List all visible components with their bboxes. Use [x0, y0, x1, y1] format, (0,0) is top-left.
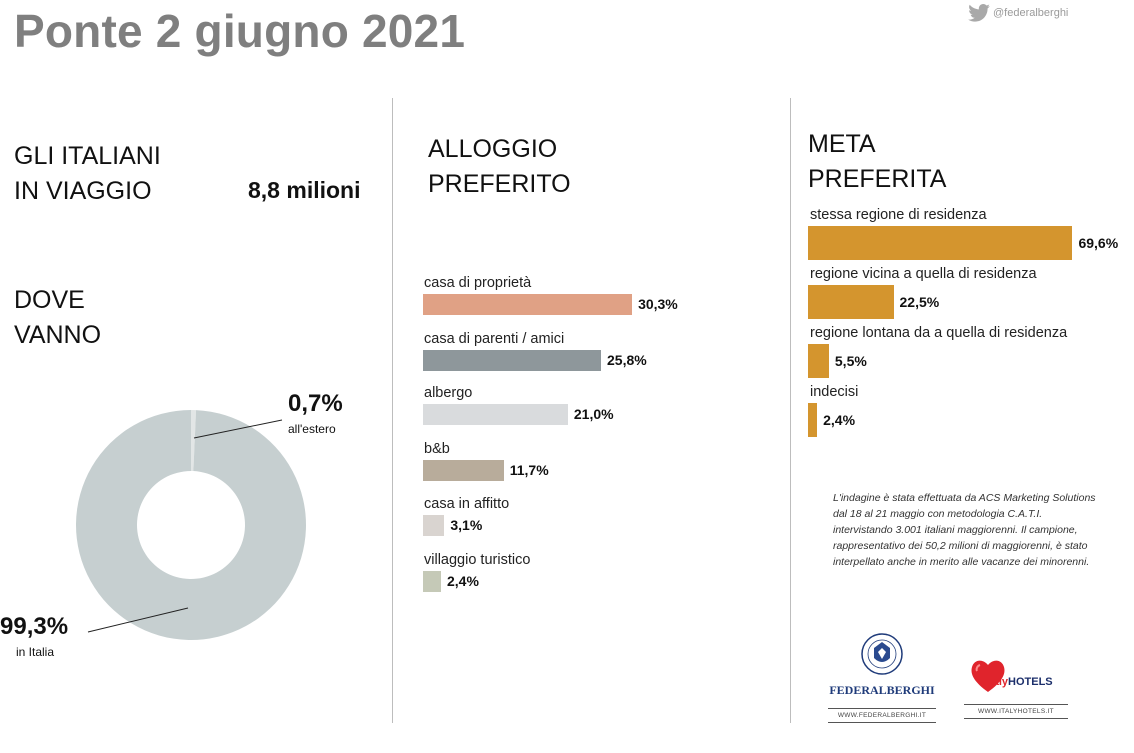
destination-bars-label: indecisi	[810, 384, 859, 400]
accommodation-bars-value: 2,4%	[447, 573, 479, 589]
twitter-handle[interactable]: @federalberghi	[968, 4, 1068, 22]
accommodation-bars-value: 30,3%	[638, 296, 678, 312]
accommodation-bars-value: 21,0%	[573, 406, 614, 422]
italy-value-label: 99,3%	[0, 613, 69, 640]
accommodation-bars-value: 11,7%	[509, 462, 549, 478]
accommodation-bars-label: casa di parenti / amici	[424, 331, 565, 347]
accommodation-bars-bar	[423, 294, 633, 315]
accommodation-heading-line2: PREFERITO	[428, 170, 571, 198]
survey-note: L'indagine è stata effettuata da ACS Mar…	[833, 492, 1096, 568]
accommodation-bars-label: albergo	[424, 385, 473, 401]
accommodation-bars-label: casa di proprietà	[424, 275, 532, 291]
column-divider-left	[392, 98, 393, 723]
abroad-caption: all'estero	[288, 422, 336, 436]
destination-donut-chart	[76, 410, 307, 640]
italyhotels-name-hotels: HOTELS	[1008, 676, 1053, 688]
abroad-value-label: 0,7%	[288, 390, 343, 417]
destination-bars-value: 22,5%	[899, 294, 940, 310]
accommodation-bars-bar	[423, 515, 445, 536]
page-title: Ponte 2 giugno 2021	[14, 5, 466, 57]
destination-bars-label: stessa regione di residenza	[810, 207, 987, 223]
destination-bars-bar	[808, 403, 818, 437]
accommodation-bars-bar	[423, 460, 504, 481]
travelers-heading-line2: IN VIAGGIO	[14, 177, 152, 205]
destination-bars-bar	[808, 344, 829, 378]
destination-bars-value: 5,5%	[834, 353, 867, 369]
twitter-handle-text: @federalberghi	[993, 7, 1069, 19]
accommodation-bars-label: villaggio turistico	[424, 552, 531, 568]
accommodation-bars-bar	[423, 571, 441, 592]
preferred-destination-heading: META PREFERITA	[808, 127, 946, 197]
accommodation-bars-label: b&b	[424, 441, 450, 457]
destination-bars-label: regione vicina a quella di residenza	[810, 266, 1037, 282]
accommodation-bars-value: 3,1%	[450, 517, 483, 533]
travelers-value: 8,8 milioni	[248, 177, 361, 203]
destination-bars-bar	[808, 226, 1073, 260]
abroad-leader-line	[193, 419, 283, 439]
destination-bars-label: regione lontana da a quella di residenza	[810, 325, 1068, 341]
destination-heading-line1: DOVE	[14, 286, 85, 314]
accommodation-bars-value: 25,8%	[607, 352, 647, 368]
destination-heading: DOVE VANNO	[14, 283, 101, 353]
preferred-destination-heading-line1: META	[808, 130, 876, 158]
federalberghi-name: FEDERALBERGHI	[829, 683, 935, 697]
italyhotels-url[interactable]: WWW.ITALYHOTELS.IT	[964, 704, 1068, 715]
italyhotels-name-italy: italy	[986, 676, 1009, 688]
accommodation-bars-bar	[423, 350, 602, 371]
accommodation-bars-label: casa in affitto	[424, 496, 510, 512]
accommodation-heading: ALLOGGIO PREFERITO	[428, 132, 571, 202]
donut-slice-italy	[76, 410, 307, 640]
column-divider-right	[790, 98, 791, 723]
italy-caption: in Italia	[16, 645, 55, 659]
accommodation-bars-bar	[423, 404, 568, 425]
federalberghi-emblem-icon	[861, 633, 903, 675]
heart-icon	[971, 660, 1005, 692]
destination-heading-line2: VANNO	[14, 321, 102, 349]
donut-slice-abroad	[191, 410, 197, 472]
travelers-heading-line1: GLI ITALIANI	[14, 142, 161, 170]
italyhotels-name: italyHOTELS	[986, 676, 1053, 688]
italy-leader-line	[87, 607, 189, 633]
travelers-heading: GLI ITALIANI IN VIAGGIO	[14, 139, 161, 209]
italyhotels-logo[interactable]: italyHOTELS WWW.ITALYHOTELS.IT	[964, 656, 1068, 719]
accommodation-heading-line1: ALLOGGIO	[428, 135, 558, 163]
destination-bars-value: 69,6%	[1078, 235, 1119, 251]
twitter-bird-icon	[968, 4, 990, 22]
federalberghi-url[interactable]: WWW.FEDERALBERGHI.IT	[828, 708, 936, 719]
destination-bars-bar	[808, 285, 894, 319]
destination-bars-value: 2,4%	[823, 412, 856, 428]
preferred-destination-heading-line2: PREFERITA	[808, 165, 947, 193]
federalberghi-logo[interactable]: FEDERALBERGHI WWW.FEDERALBERGHI.IT	[828, 632, 936, 723]
